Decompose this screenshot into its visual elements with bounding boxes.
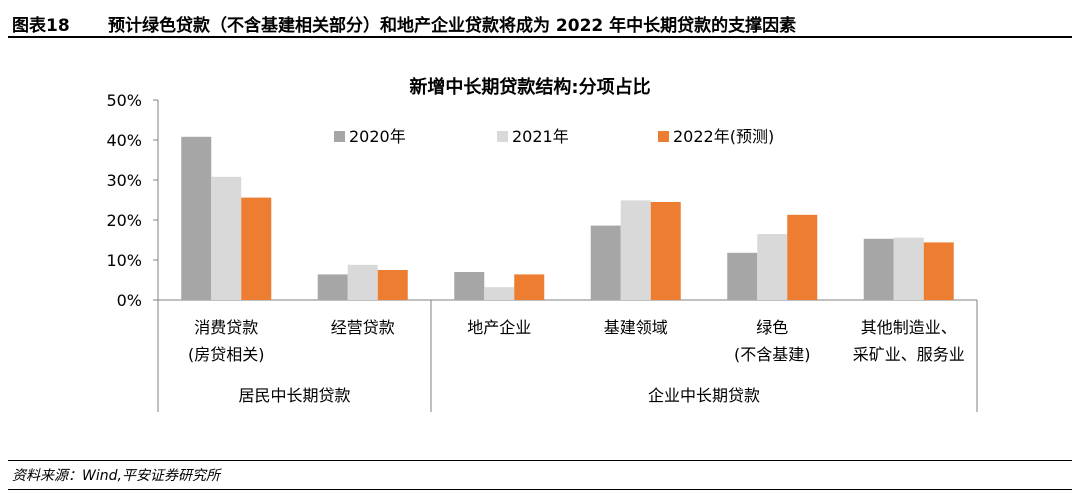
y-tick-label: 0% <box>117 291 142 310</box>
bar <box>727 252 758 300</box>
bar <box>181 136 212 300</box>
bar <box>317 274 348 300</box>
y-tick-label: 40% <box>106 131 142 150</box>
y-tick-label: 10% <box>106 251 142 270</box>
bar <box>923 242 954 300</box>
figure-title: 预计绿色贷款（不含基建相关部分）和地产企业贷款将成为 2022 年中长期贷款的支… <box>108 16 797 36</box>
bar <box>590 225 621 300</box>
legend-label: 2022年(预测) <box>673 127 774 146</box>
bar <box>211 176 242 300</box>
legend-swatch <box>658 131 669 142</box>
bar <box>893 237 924 300</box>
figure-source: 资料来源：Wind,平安证券研究所 <box>12 468 220 484</box>
x-tick-label: 地产企业 <box>467 318 531 337</box>
bar <box>650 202 681 300</box>
bar <box>514 274 545 300</box>
y-tick-label: 30% <box>106 171 142 190</box>
legend-swatch <box>497 131 508 142</box>
legend-swatch <box>334 131 345 142</box>
figure-label: 图表18 <box>12 16 70 36</box>
bar <box>757 234 788 300</box>
group-label: 居民中长期贷款 <box>238 386 350 405</box>
x-tick-label: 经营贷款 <box>331 318 395 337</box>
bar <box>863 238 894 300</box>
legend-label: 2020年 <box>349 127 406 146</box>
bar <box>347 264 378 300</box>
x-tick-label: 其他制造业、采矿业、服务业 <box>853 318 965 364</box>
footer-bottom-divider <box>8 489 1072 490</box>
figure-header: 图表18 预计绿色贷款（不含基建相关部分）和地产企业贷款将成为 2022 年中长… <box>8 6 1072 38</box>
chart-title: 新增中长期贷款结构:分项占比 <box>409 76 650 98</box>
bar <box>241 197 272 300</box>
bar <box>787 214 818 300</box>
bar <box>377 270 408 300</box>
group-label: 企业中长期贷款 <box>648 386 760 405</box>
y-tick-label: 50% <box>106 91 142 110</box>
legend-label: 2021年 <box>512 127 569 146</box>
x-tick-label: 基建领域 <box>604 318 668 337</box>
bar <box>620 200 651 300</box>
bar <box>454 272 485 300</box>
x-tick-label: 消费贷款(房贷相关) <box>188 318 265 364</box>
bar <box>484 287 515 300</box>
x-tick-label: 绿色(不含基建) <box>734 318 811 364</box>
y-tick-label: 20% <box>106 211 142 230</box>
footer-divider <box>8 460 1072 461</box>
